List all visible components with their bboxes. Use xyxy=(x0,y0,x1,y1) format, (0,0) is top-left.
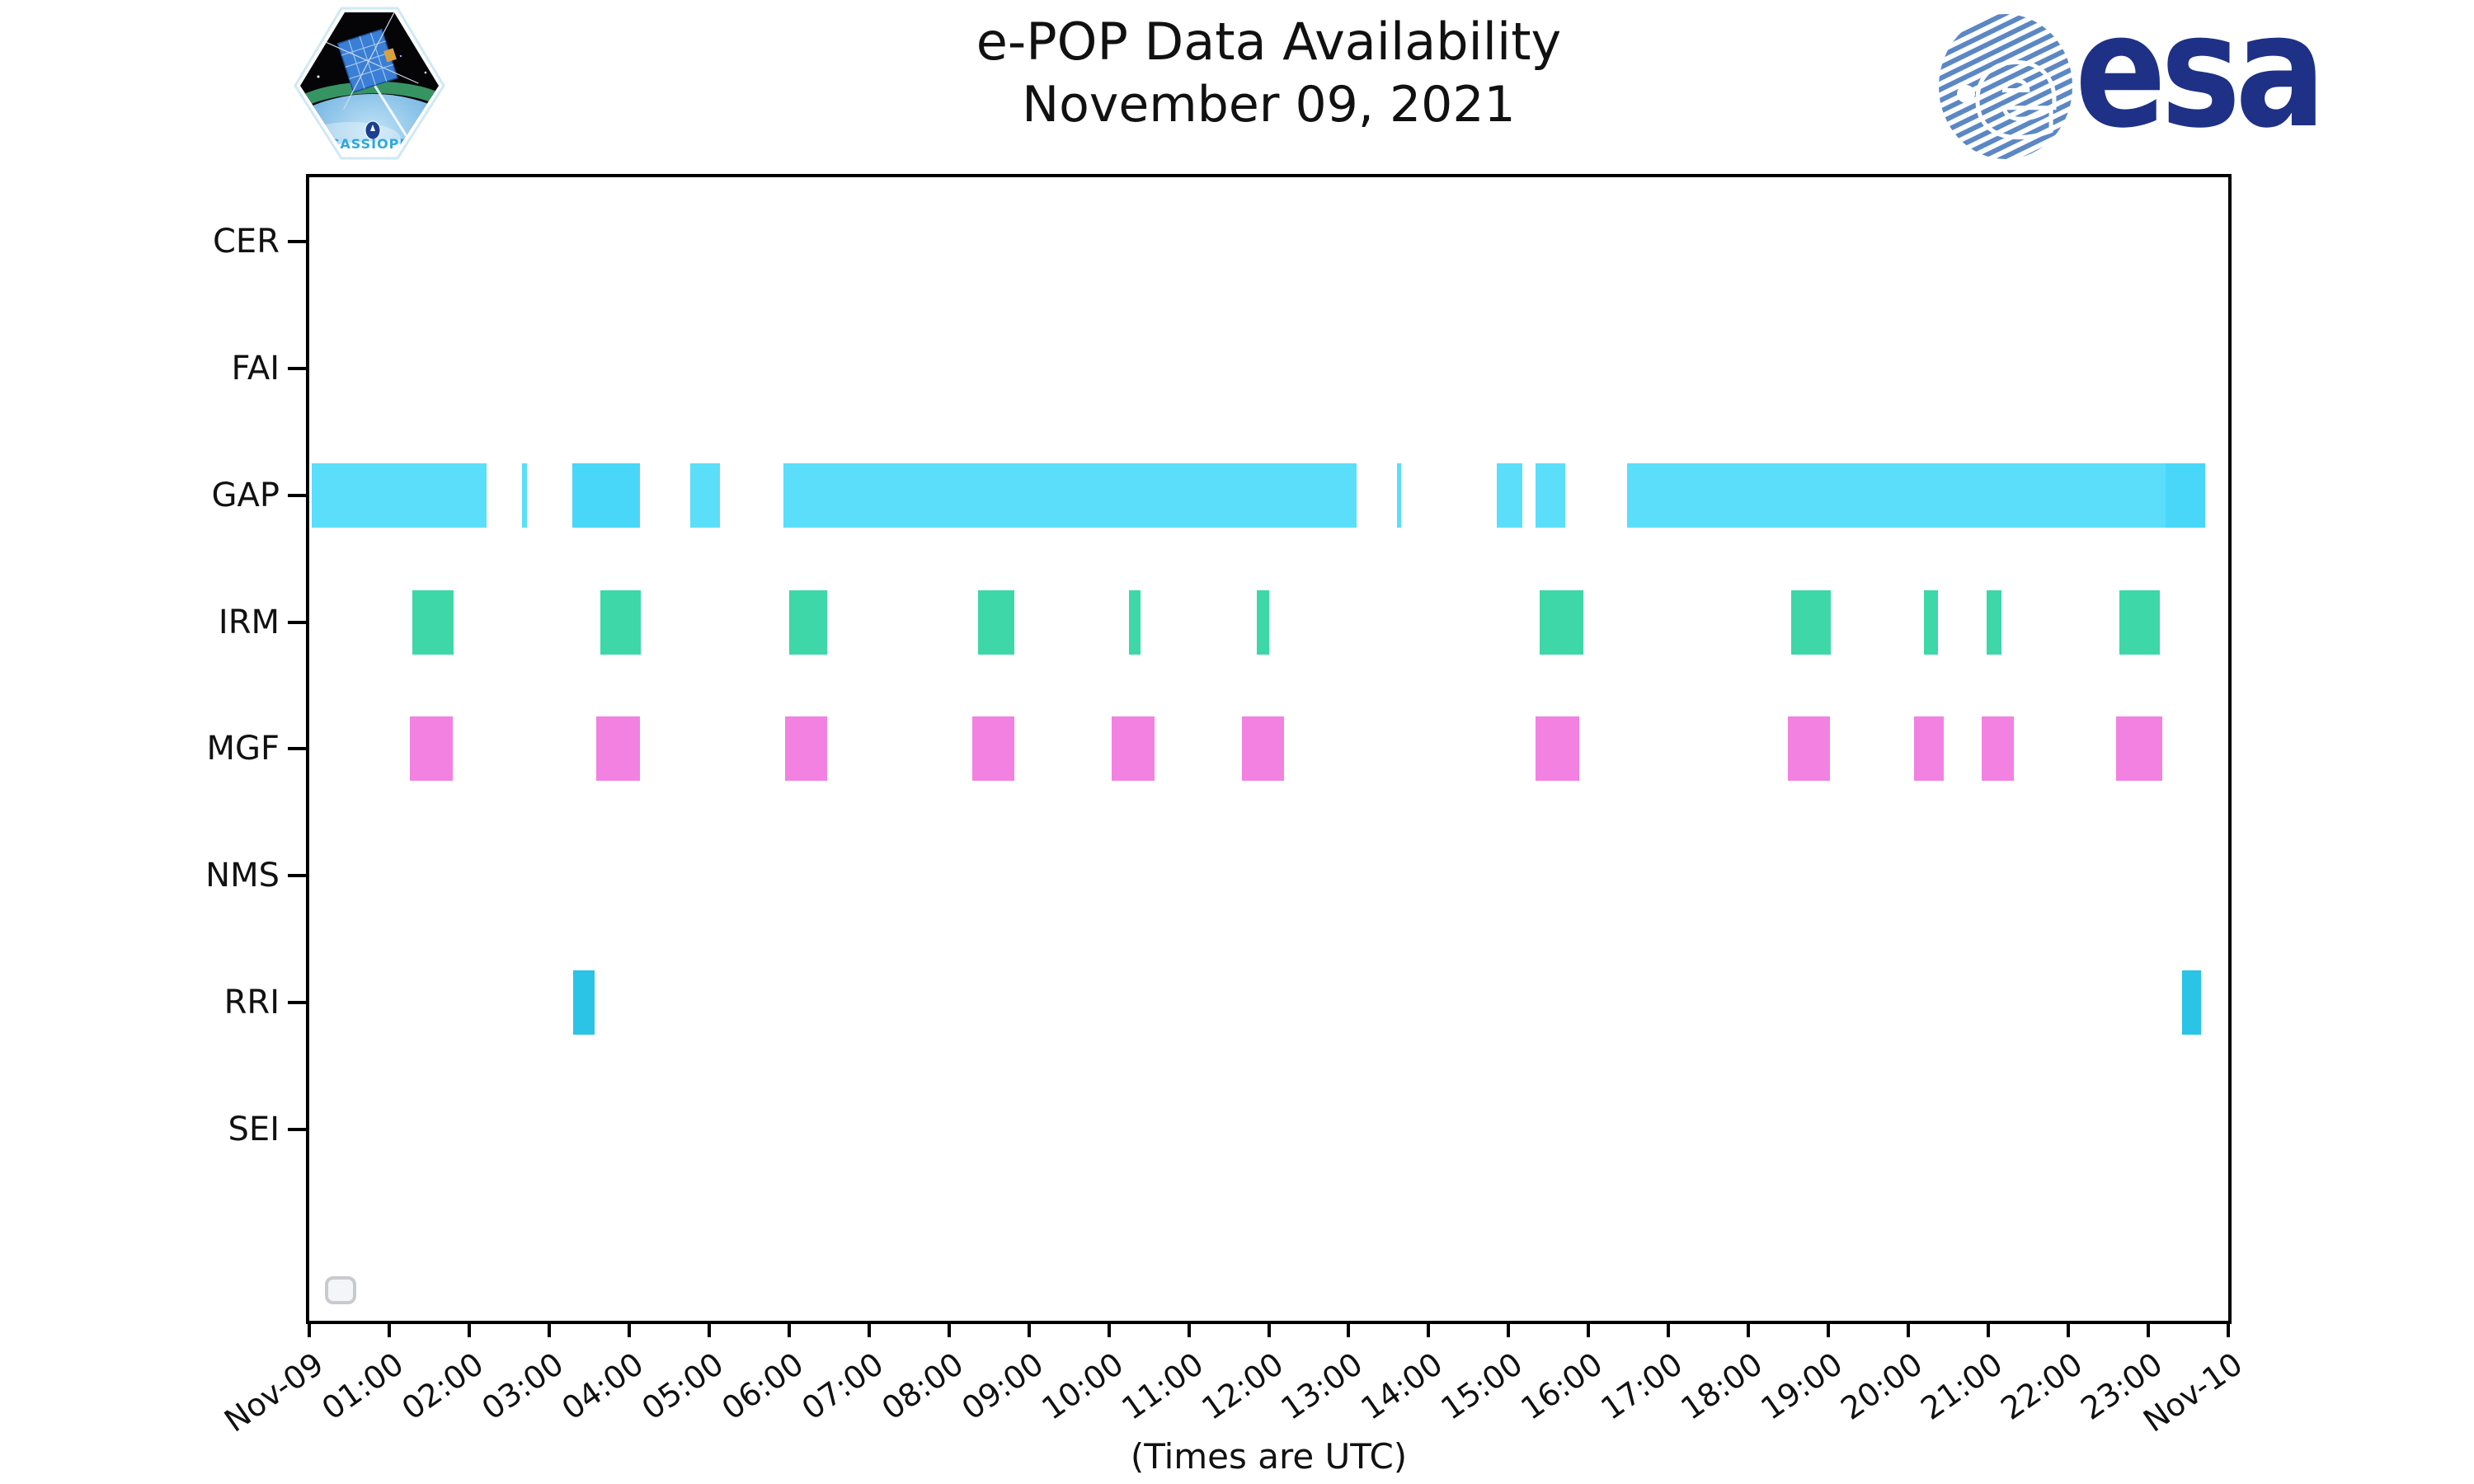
x-tick xyxy=(1987,1321,1991,1337)
x-tick xyxy=(1827,1321,1831,1337)
x-tick xyxy=(2227,1321,2230,1337)
chart-subtitle-date: November 09, 2021 xyxy=(1022,75,1516,134)
availability-bar-mgf xyxy=(971,716,1015,782)
availability-bar-irm xyxy=(2119,589,2160,655)
chart-title-block: e-POP Data Availability November 09, 202… xyxy=(309,10,2228,136)
row-label-fai: FAI xyxy=(231,349,280,387)
availability-chart: CER FAI GAP IRM MGF NMS RRI SEI Nov-09 01:00 02:00… xyxy=(205,174,2249,1477)
esa-wordmark: esa xyxy=(2075,0,2326,162)
availability-bar-irm xyxy=(412,589,454,655)
esa-logo: e esa xyxy=(1936,0,2326,165)
y-tick-gap xyxy=(288,493,306,497)
x-tick xyxy=(1107,1321,1111,1337)
corner-widget-button[interactable] xyxy=(325,1276,356,1304)
row-label-nms: NMS xyxy=(205,857,280,895)
patch-aurora xyxy=(300,81,439,109)
availability-bar-irm xyxy=(977,589,1015,655)
x-tick xyxy=(308,1321,311,1337)
row-label-cer: CER xyxy=(213,223,280,261)
x-tick xyxy=(787,1321,791,1337)
availability-bar-mgf xyxy=(1913,716,1944,782)
availability-bar-gap xyxy=(1626,463,2166,528)
availability-bar-irm xyxy=(1790,589,1832,655)
x-tick xyxy=(1587,1321,1591,1337)
availability-bar-mgf xyxy=(1112,716,1155,782)
x-tick xyxy=(627,1321,631,1337)
availability-bar-irm xyxy=(1987,589,2001,655)
svg-text:e: e xyxy=(1974,20,2058,162)
y-tick-mgf xyxy=(288,747,306,751)
x-tick xyxy=(1667,1321,1671,1337)
x-tick xyxy=(387,1321,391,1337)
availability-bar-gap xyxy=(1396,463,1402,528)
chart-title: e-POP Data Availability xyxy=(976,12,1562,72)
x-tick xyxy=(867,1321,871,1337)
x-tick xyxy=(1347,1321,1351,1337)
y-tick-cer xyxy=(288,240,306,243)
patch-cassiope-label: CASSIOPE xyxy=(330,136,410,152)
y-tick-fai xyxy=(288,366,306,370)
availability-bar-gap xyxy=(571,463,641,528)
availability-bar-gap xyxy=(521,463,527,528)
availability-bar-gap xyxy=(783,463,1357,528)
availability-bar-mgf xyxy=(1982,716,2015,782)
availability-bar-mgf xyxy=(784,716,828,782)
y-tick-nms xyxy=(288,874,306,878)
x-tick xyxy=(1747,1321,1751,1337)
x-tick xyxy=(1427,1321,1431,1337)
availability-bar-irm xyxy=(788,589,828,655)
availability-bar-rri xyxy=(572,970,595,1036)
availability-bar-irm xyxy=(1923,589,1939,655)
availability-bar-gap xyxy=(690,463,721,528)
patch-satellite xyxy=(317,12,419,110)
availability-bar-irm xyxy=(1256,589,1270,655)
x-axis-caption: (Times are UTC) xyxy=(1130,1436,1408,1477)
x-tick xyxy=(947,1321,951,1337)
availability-bar-irm xyxy=(1540,589,1583,655)
availability-bar-mgf xyxy=(1787,716,1831,782)
x-tick xyxy=(2147,1321,2151,1337)
x-tick xyxy=(1267,1321,1271,1337)
availability-bar-mgf xyxy=(1241,716,1284,782)
x-tick xyxy=(547,1321,551,1337)
availability-bar-gap xyxy=(1496,463,1522,528)
row-label-gap: GAP xyxy=(211,476,280,514)
availability-bar-rri xyxy=(2181,970,2202,1036)
x-tick xyxy=(1907,1321,1911,1337)
x-tick xyxy=(1187,1321,1191,1337)
y-tick-irm xyxy=(288,620,306,624)
x-tick xyxy=(1027,1321,1031,1337)
availability-bar-mgf xyxy=(410,716,453,782)
row-label-rri: RRI xyxy=(223,984,280,1022)
row-label-sei: SEI xyxy=(228,1111,280,1148)
availability-bar-mgf xyxy=(2116,716,2162,782)
x-tick xyxy=(467,1321,471,1337)
x-tick xyxy=(707,1321,711,1337)
esa-globe-icon: e xyxy=(1939,14,2072,162)
availability-bar-irm xyxy=(600,589,642,655)
cassiope-mission-patch: CASSIOPE xyxy=(294,7,445,160)
availability-bar-mgf xyxy=(1536,716,1579,782)
row-label-irm: IRM xyxy=(218,603,280,641)
x-tick xyxy=(1507,1321,1511,1337)
availability-bar-irm xyxy=(1128,589,1141,655)
y-tick-rri xyxy=(288,1001,306,1005)
x-tick xyxy=(2067,1321,2071,1337)
row-label-mgf: MGF xyxy=(206,730,280,768)
y-tick-sei xyxy=(288,1128,306,1131)
availability-bar-mgf xyxy=(596,716,641,782)
availability-bar-gap xyxy=(2166,463,2205,528)
availability-bar-gap xyxy=(1536,463,1566,528)
availability-bar-gap xyxy=(311,463,487,528)
